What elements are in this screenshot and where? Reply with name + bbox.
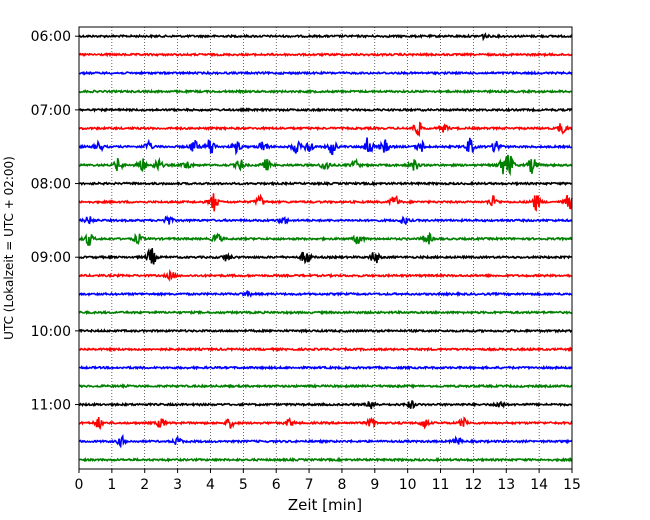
trace-0645 [78,88,573,95]
trace-1030 [78,364,573,371]
y-tick-label-0600: 06:00 [31,29,71,45]
x-tick-label-13: 13 [497,477,515,493]
trace-1145 [78,456,573,463]
trace-0630 [78,70,573,76]
trace-0945 [79,309,573,316]
trace-0730 [78,137,573,156]
trace-0900 [78,247,573,265]
x-tick-label-4: 4 [206,477,215,493]
trace-0915 [79,269,573,283]
x-tick-label-1: 1 [107,477,116,493]
trace-1015 [78,346,573,353]
trace-0600 [78,32,573,42]
x-tick-label-12: 12 [464,477,482,493]
y-axis-label: UTC (Lokalzeit = UTC + 02:00) [2,156,16,340]
x-tick-label-8: 8 [337,477,346,493]
trace-0615 [79,51,573,58]
x-tick-label-14: 14 [530,477,548,493]
x-tick-label-9: 9 [370,477,379,493]
x-axis: 0 1 2 3 4 5 6 7 8 9 10 11 12 13 14 15 [75,469,581,493]
plot-frame [78,26,573,470]
x-tick-label-10: 10 [399,477,417,493]
trace-1045 [78,383,573,390]
trace-1000 [78,328,573,334]
x-tick-label-0: 0 [75,477,84,493]
y-tick-label-1100: 11:00 [31,398,71,414]
x-tick-label-5: 5 [239,477,248,493]
trace-0700 [78,106,573,113]
traces [78,32,573,463]
y-tick-label-0800: 08:00 [31,177,71,193]
y-tick-label-0700: 07:00 [31,103,71,119]
trace-0830 [78,214,573,225]
x-tick-label-2: 2 [140,477,149,493]
trace-0815 [78,193,573,212]
trace-1115 [78,416,573,431]
trace-0800 [78,180,573,187]
y-tick-label-0900: 09:00 [31,250,71,266]
x-tick-label-11: 11 [432,477,450,493]
x-axis-label: Zeit [min] [288,496,362,514]
trace-1100 [78,399,573,410]
y-axis: 06:00 07:00 08:00 09:00 10:00 11:00 [31,29,79,414]
x-tick-label-7: 7 [305,477,314,493]
y-tick-label-1000: 10:00 [31,324,71,340]
trace-1130 [78,433,573,449]
grid-lines [78,27,573,469]
trace-0745 [78,154,572,177]
x-tick-label-6: 6 [272,477,281,493]
trace-0930 [78,290,573,298]
x-tick-label-3: 3 [173,477,182,493]
x-tick-label-15: 15 [563,477,581,493]
trace-0715 [78,121,573,138]
trace-0845 [78,231,573,246]
